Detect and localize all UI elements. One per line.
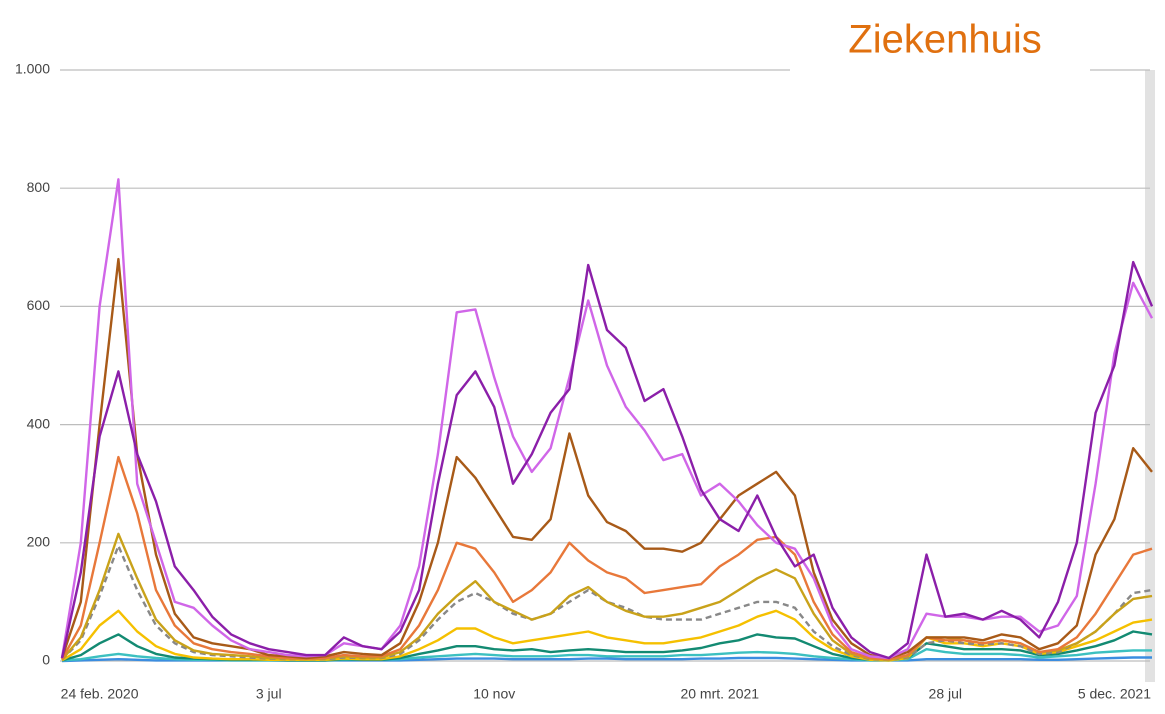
- series-line: [61, 532, 1153, 661]
- series-line: [60, 178, 1154, 660]
- x-tick-label: 20 mrt. 2021: [680, 686, 759, 702]
- series-line: [60, 260, 1154, 660]
- scroll-bar: [1145, 70, 1155, 682]
- y-tick-label: 1.000: [15, 61, 50, 77]
- x-tick-label: 28 jul: [929, 686, 962, 702]
- grid: 0 200 400 600 800 1.000 24 feb. 2020 3 jul 10 no…: [15, 61, 1151, 702]
- x-tick-label: 10 nov: [473, 686, 515, 702]
- series-line: [60, 257, 1153, 660]
- x-tick-label: 5 dec. 2021: [1078, 686, 1151, 702]
- plot-area: [60, 178, 1154, 663]
- x-tick-label: 3 jul: [256, 686, 282, 702]
- chart-title: Ziekenhuis: [848, 18, 1041, 62]
- series-line: [60, 455, 1153, 661]
- y-tick-label: 400: [27, 415, 51, 431]
- x-tick-label: 24 feb. 2020: [61, 686, 139, 702]
- y-tick-label: 800: [27, 179, 51, 195]
- title-background: [790, 10, 1090, 82]
- y-tick-label: 600: [27, 297, 51, 313]
- y-tick-label: 0: [42, 652, 50, 668]
- y-tick-label: 200: [27, 534, 51, 550]
